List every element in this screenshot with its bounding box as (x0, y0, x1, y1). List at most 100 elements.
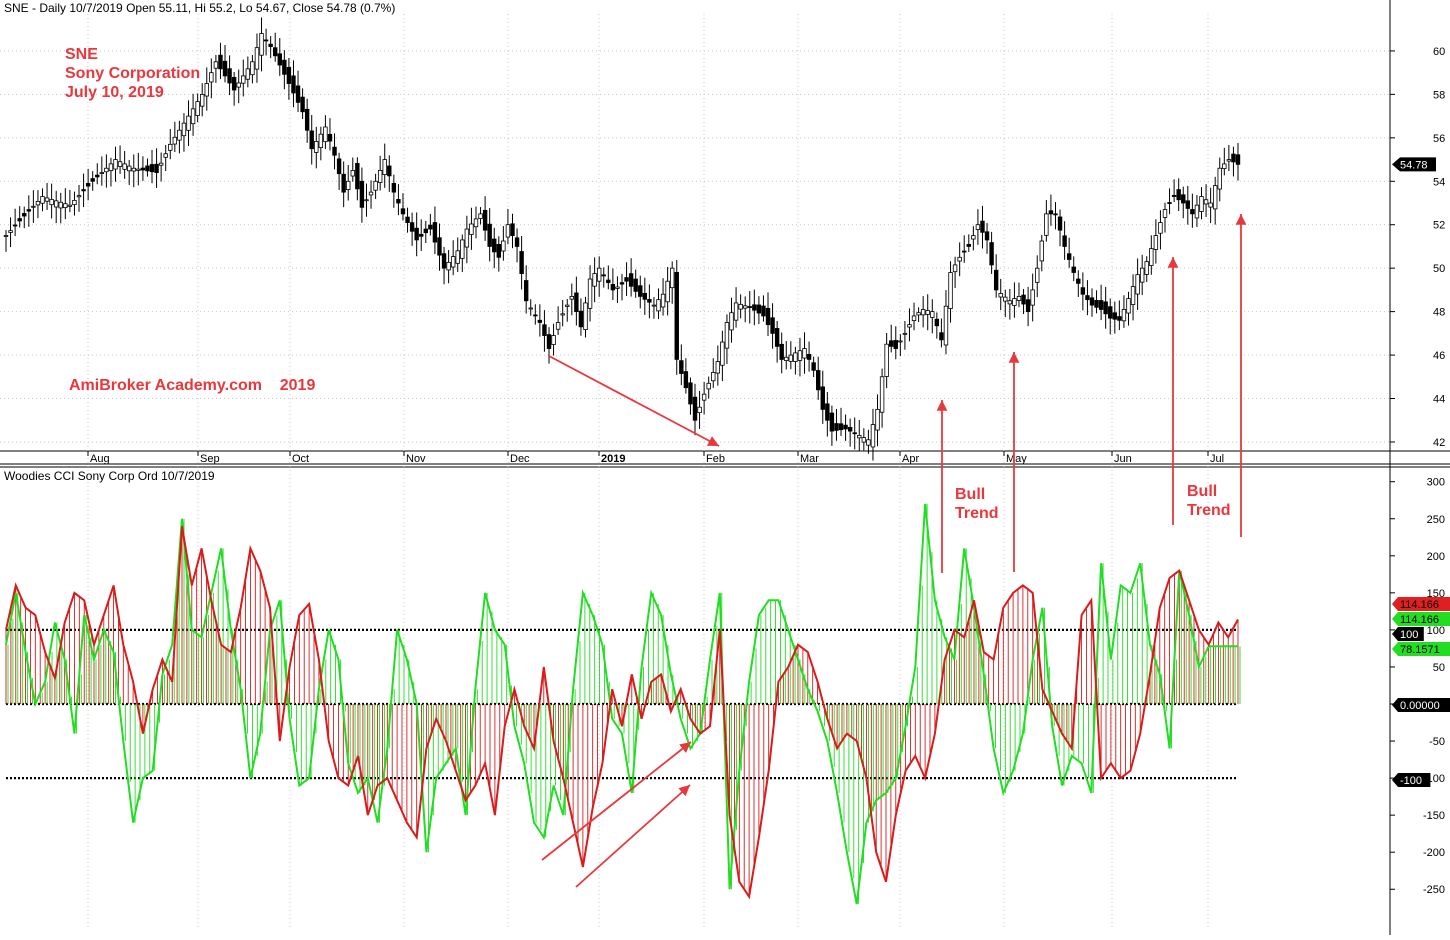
candle (63, 203, 68, 209)
candle (574, 292, 579, 313)
candle (834, 423, 839, 431)
candle (519, 251, 524, 275)
candle (26, 209, 32, 212)
candle (656, 299, 661, 312)
cci-value-tag (1392, 698, 1450, 712)
candle (72, 199, 77, 206)
candle (838, 423, 844, 431)
cci-y-tick-label: 100 (1427, 625, 1445, 637)
candle (843, 424, 848, 430)
candle (336, 158, 342, 175)
candle (966, 244, 971, 247)
candle (606, 279, 611, 284)
candle (688, 382, 693, 405)
candle (665, 280, 670, 303)
annotation-title: SNE Sony Corporation July 10, 2019 (65, 46, 201, 101)
cci-y-tick-label: -250 (1423, 884, 1445, 896)
month-label: Mar (800, 453, 819, 465)
month-label: Feb (706, 453, 725, 465)
cci-header: Woodies CCI Sony Corp Ord 10/7/2019 (4, 469, 215, 483)
candle (245, 68, 251, 80)
candle (743, 305, 748, 309)
last-price-tag (1392, 157, 1436, 172)
candle (889, 340, 894, 347)
candle (583, 302, 588, 330)
candle (651, 304, 657, 307)
candle (149, 164, 155, 173)
candle (619, 282, 625, 285)
candle (455, 250, 460, 264)
candle (323, 126, 328, 143)
cci-value-label: 114.166 (1400, 599, 1439, 611)
candle (227, 68, 232, 84)
candle (300, 96, 305, 113)
candle (866, 439, 871, 446)
candle (209, 72, 214, 83)
candle (510, 223, 515, 236)
candle (441, 253, 447, 269)
candle (172, 136, 178, 145)
candle (241, 75, 246, 84)
candle (715, 361, 721, 374)
price-y-tick-label: 50 (1433, 263, 1445, 275)
candle (569, 296, 575, 300)
cci-value-tag (1392, 773, 1431, 787)
candle (81, 189, 86, 192)
candle (469, 223, 474, 235)
candle (998, 293, 1003, 298)
candle (1076, 278, 1081, 284)
candle (920, 309, 926, 316)
candle (1030, 289, 1035, 306)
candle (1098, 300, 1104, 310)
candle (99, 172, 105, 174)
cci-y-tick-label: 200 (1427, 551, 1445, 563)
candle (3, 235, 9, 237)
candle (925, 310, 930, 315)
candle (1108, 306, 1113, 319)
candle (847, 426, 853, 432)
candle (391, 182, 397, 193)
candle (1158, 222, 1163, 234)
candle (628, 273, 634, 287)
month-label: Jul (1210, 453, 1224, 465)
bull-trend-label-2: Bull Trend (1187, 483, 1231, 519)
cci-y-tick-label: 250 (1427, 514, 1445, 526)
candle (314, 141, 319, 153)
candle (907, 324, 912, 328)
candle (373, 180, 378, 191)
candle (701, 393, 707, 401)
candle (496, 243, 501, 258)
candle (1181, 194, 1186, 204)
candle (49, 198, 54, 206)
cci-value-tag (1392, 597, 1450, 611)
cci-value-label: -100 (1400, 775, 1422, 787)
candle (596, 267, 602, 282)
candle (400, 208, 406, 215)
candle (1231, 153, 1236, 163)
candle (610, 284, 616, 291)
candle (711, 372, 716, 382)
candle (1190, 209, 1195, 215)
cci-value-tag (1392, 627, 1424, 641)
candle (1212, 185, 1218, 210)
candle (67, 204, 73, 207)
candle (450, 256, 456, 268)
candle (140, 167, 146, 171)
candle (916, 312, 921, 316)
candle (1085, 295, 1090, 301)
candle (797, 350, 803, 361)
candle (304, 108, 310, 131)
candle (1071, 266, 1076, 273)
candle (592, 273, 597, 287)
candle (533, 314, 538, 317)
bull-trend-label-1: Bull Trend (955, 486, 999, 522)
price-y-tick-label: 60 (1433, 46, 1445, 58)
price-y-tick-label: 42 (1433, 437, 1445, 449)
candle (263, 39, 269, 42)
candle (1222, 163, 1227, 169)
candle (752, 304, 757, 311)
candle (1226, 159, 1232, 162)
candle (1089, 297, 1095, 306)
